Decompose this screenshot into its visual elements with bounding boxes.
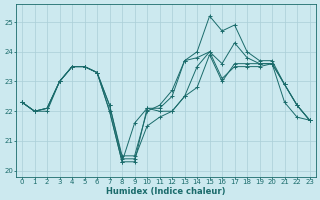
X-axis label: Humidex (Indice chaleur): Humidex (Indice chaleur) xyxy=(106,187,226,196)
